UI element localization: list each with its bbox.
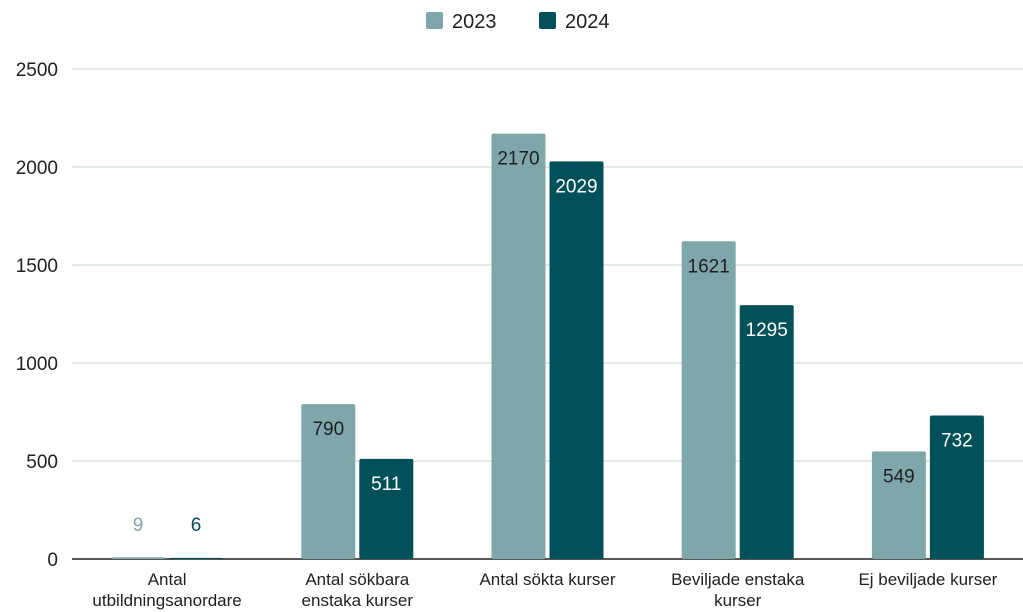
x-tick-label: Beviljade enstaka kurser (671, 570, 805, 610)
data-label: 2170 (497, 149, 539, 170)
gridlines (72, 68, 1023, 560)
data-label: 2029 (555, 176, 597, 197)
bar-2024 (359, 458, 414, 559)
bars (111, 133, 984, 560)
data-label: 1621 (688, 256, 730, 277)
bar-2024 (929, 415, 984, 559)
data-label: 790 (312, 419, 344, 440)
x-tick-label: Antal sökbara enstaka kurser (302, 570, 414, 610)
data-label: 9 (133, 515, 144, 536)
y-axis: 0 500 1000 1500 2000 2500 (16, 60, 58, 571)
legend-label-2024: 2024 (565, 11, 610, 33)
legend-swatch-2024 (539, 12, 556, 29)
data-label: 511 (371, 474, 401, 495)
y-tick-label: 500 (26, 452, 58, 473)
bar-2024 (549, 161, 604, 560)
y-tick-label: 1500 (16, 256, 58, 277)
x-tick-label: Antal sökta kurser (479, 570, 615, 589)
y-tick-label: 2000 (16, 158, 58, 179)
x-tick-label: Ej beviljade kurser (858, 570, 997, 589)
y-tick-label: 1000 (16, 354, 58, 375)
bar-2023 (301, 404, 356, 559)
bar-2023 (681, 241, 736, 559)
legend: 2023 2024 (426, 11, 610, 33)
data-labels: 9 6 790 511 2170 2029 1621 1295 549 732 (133, 149, 973, 536)
bar-2024 (169, 557, 224, 559)
data-label: 732 (941, 431, 973, 452)
legend-swatch-2023 (426, 12, 443, 29)
y-tick-label: 2500 (16, 60, 58, 81)
data-label: 1295 (746, 320, 788, 341)
bar-2023 (491, 133, 546, 559)
x-axis: Antal utbildningsanordare Antal sökbara ens… (92, 570, 997, 610)
x-tick-label: Antal utbildningsanordare (92, 570, 241, 610)
data-label: 549 (883, 466, 915, 487)
bar-2024 (739, 305, 794, 559)
data-label: 6 (191, 515, 202, 536)
y-tick-label: 0 (47, 550, 58, 571)
legend-label-2023: 2023 (452, 11, 497, 33)
bar-2023 (871, 451, 926, 559)
bar-2023 (111, 557, 166, 559)
